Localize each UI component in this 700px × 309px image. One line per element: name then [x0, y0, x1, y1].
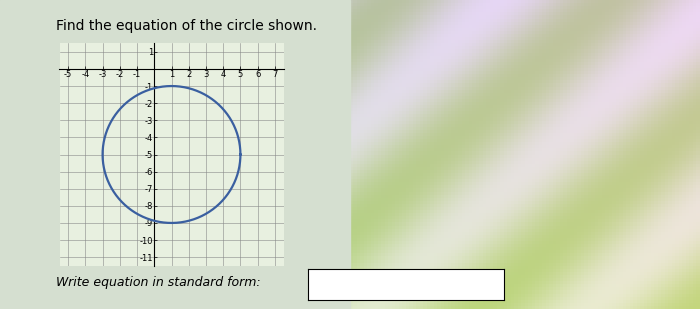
Text: Write equation in standard form:: Write equation in standard form:	[56, 276, 260, 289]
Text: Find the equation of the circle shown.: Find the equation of the circle shown.	[56, 19, 317, 32]
Bar	[0, 0, 350, 309]
